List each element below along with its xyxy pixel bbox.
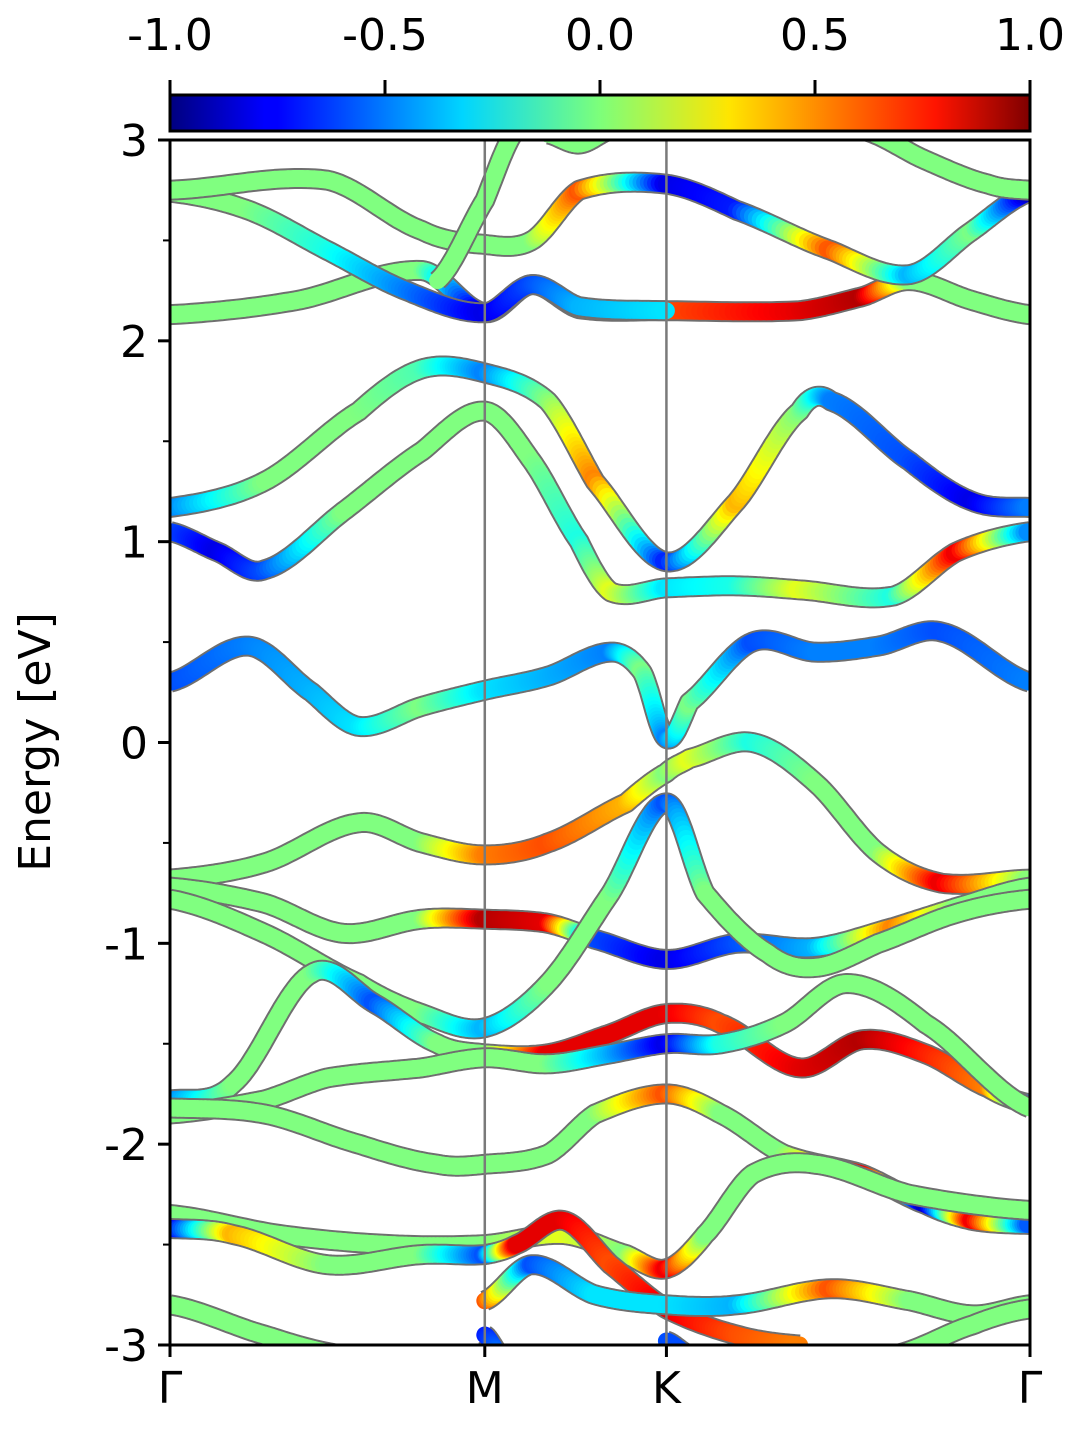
band-series [170, 1294, 345, 1355]
band-segment [586, 140, 605, 147]
colorbar-tick-label: 0.5 [780, 10, 850, 61]
y-axis-label: Energy [eV] [10, 612, 61, 872]
band-segment [677, 1343, 689, 1345]
band-segment [873, 140, 892, 147]
band-segment [485, 1338, 503, 1345]
y-tick-label: -1 [104, 919, 148, 970]
band-segment [909, 1338, 929, 1345]
band-series [170, 355, 1030, 573]
band-segment [487, 1340, 503, 1345]
band-segment [548, 140, 565, 146]
y-tick-label: 3 [120, 116, 148, 167]
band-segment [672, 1341, 688, 1345]
x-tick-label: Γ [1018, 1363, 1043, 1414]
band-segment [492, 1343, 503, 1345]
band-segment [588, 140, 606, 146]
band-segment [679, 1343, 689, 1345]
band-segment [591, 140, 607, 144]
band-segment [903, 1340, 922, 1345]
colorbar-tick-label: -1.0 [127, 10, 213, 61]
band-segment [674, 1341, 688, 1345]
colorbar-ticks: -1.0 -0.5 0.0 0.5 1.0 [127, 10, 1065, 95]
band-segment [299, 1339, 318, 1345]
band-series [170, 731, 1030, 895]
band-series [892, 1298, 1030, 1355]
band-series [476, 1254, 1030, 1326]
band-segment [897, 1354, 900, 1355]
band-segment [549, 140, 567, 146]
band-segment [310, 1341, 327, 1345]
band-series [860, 140, 1030, 201]
y-tick-label: 0 [120, 719, 148, 770]
band-segment [667, 1338, 686, 1345]
band-segment [670, 1339, 687, 1345]
band-segment [546, 140, 564, 145]
x-tick-label: K [652, 1363, 682, 1414]
colorbar-tick-label: 1.0 [995, 10, 1065, 61]
band-segment [505, 140, 520, 144]
band-series [170, 181, 675, 324]
band-segment [867, 140, 882, 143]
band-segment [906, 1339, 925, 1345]
band-segment [595, 140, 608, 143]
band-segment [490, 1342, 503, 1345]
band-series [170, 620, 1030, 750]
band-segment [333, 1354, 336, 1355]
band-segment [869, 140, 886, 144]
band-segment [499, 1354, 500, 1355]
band-segment [668, 1338, 686, 1345]
y-tick-label: -3 [104, 1321, 148, 1372]
band-lines [170, 140, 1030, 1355]
band-segment [590, 140, 606, 145]
band-segment [593, 140, 608, 143]
band-segment [894, 1354, 897, 1355]
band-segment [295, 1338, 316, 1345]
band-segment [302, 1340, 321, 1345]
band-segment [681, 1344, 688, 1345]
band-segment [871, 140, 889, 146]
colorbar: -1.0 -0.5 0.0 0.5 1.0 [127, 10, 1065, 133]
colorbar-tick-label: 0.0 [565, 10, 635, 61]
high-symmetry-lines [483, 140, 668, 1345]
x-tick-label: Γ [158, 1363, 183, 1414]
band-segment [486, 1339, 503, 1345]
band-segment [899, 1344, 908, 1345]
band-series [474, 1324, 506, 1355]
band-series [429, 140, 522, 290]
band-segment [489, 1341, 503, 1345]
band-segment [671, 1340, 687, 1345]
band-segment [684, 1344, 688, 1345]
band-segment [497, 1344, 500, 1345]
colorbar-tick-label: -0.5 [342, 10, 428, 61]
band-segment [494, 1344, 502, 1345]
band-segment [585, 140, 604, 147]
band-segment [901, 1342, 917, 1345]
band-segment [327, 1344, 334, 1345]
band-segment [550, 140, 568, 147]
band-segment [306, 1340, 324, 1345]
y-axis-ticks: 3 2 1 0 -1 -2 -3 [104, 116, 170, 1372]
colorbar-gradient [168, 93, 1032, 133]
band-segment [318, 1343, 332, 1345]
x-tick-label: M [466, 1363, 504, 1414]
band-series [656, 1330, 693, 1345]
y-tick-label: 2 [120, 317, 148, 368]
band-segment [314, 1342, 329, 1345]
y-tick-label: 1 [120, 518, 148, 569]
band-segment [900, 1343, 913, 1345]
y-tick-label: -2 [104, 1120, 148, 1171]
band-segment [337, 1354, 340, 1355]
band-segment [502, 140, 520, 146]
band-series [170, 1083, 1030, 1235]
band-segment [545, 140, 562, 145]
band-segment [675, 1342, 689, 1345]
band-segment [322, 1343, 333, 1345]
